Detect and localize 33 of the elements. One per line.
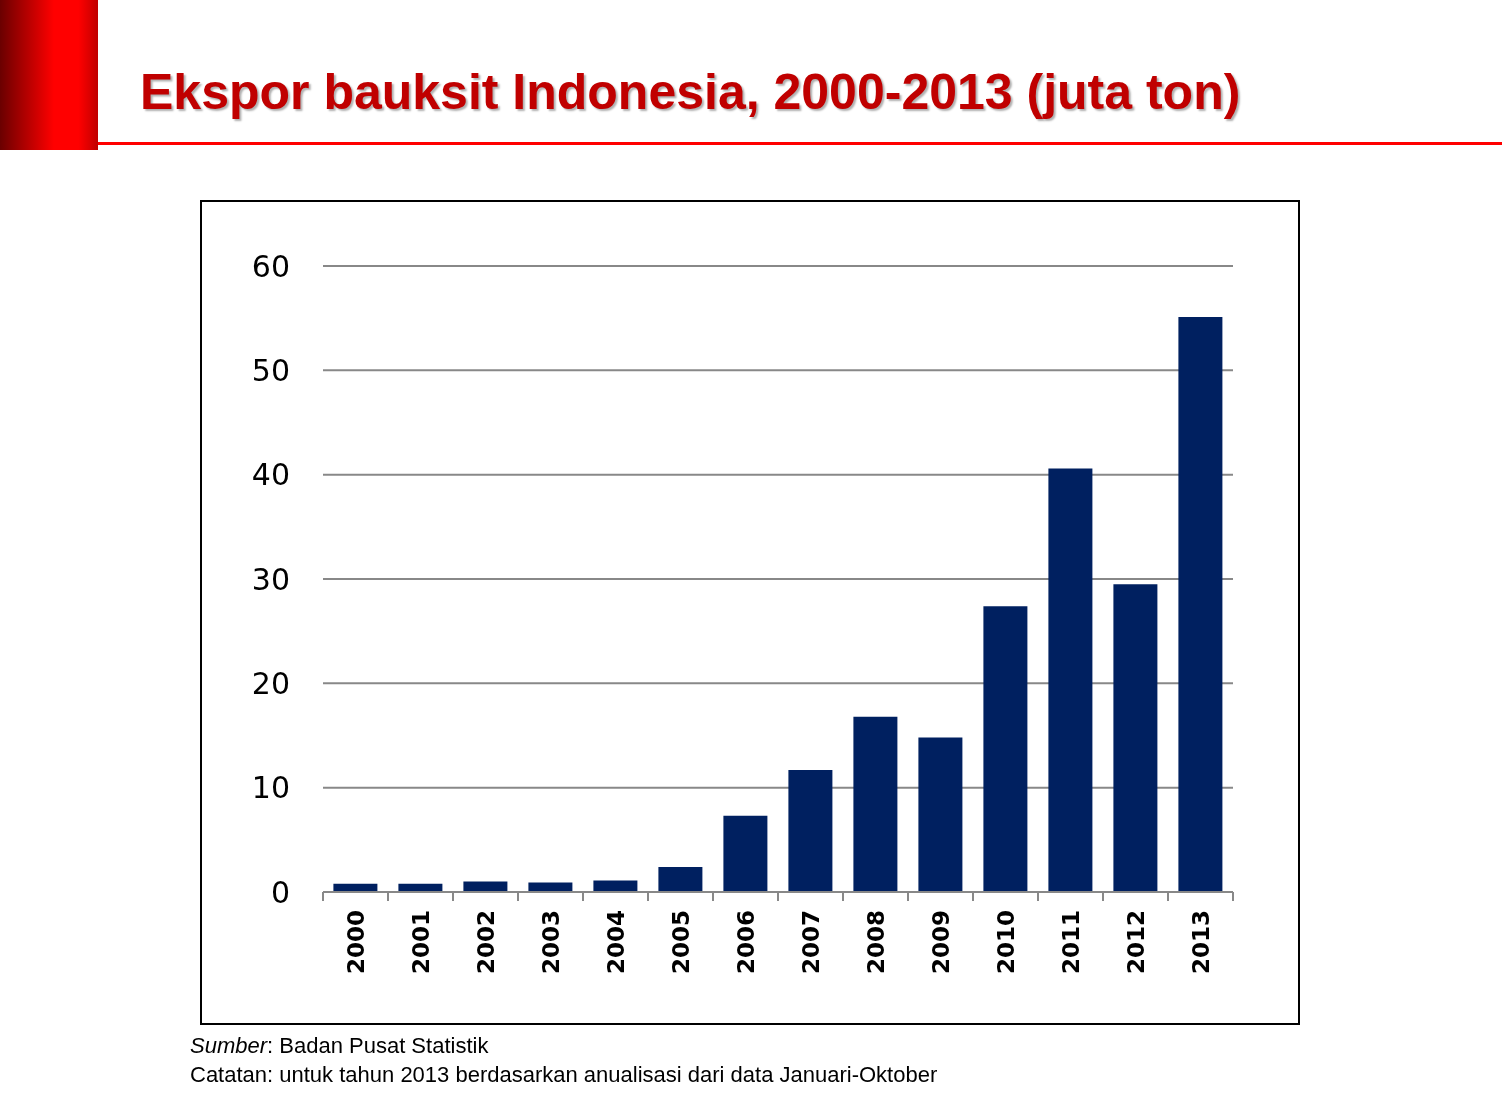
y-tick-label: 40: [251, 457, 290, 493]
x-tick-label: 2008: [862, 910, 889, 975]
bar: [918, 737, 963, 892]
bar: [983, 606, 1028, 892]
text: Sumber: Badan Pusat Statistik: [190, 1033, 489, 1058]
y-tick-label: 60: [251, 248, 290, 284]
x-tick-label: 2007: [797, 910, 824, 975]
x-tick-label: 2009: [927, 910, 954, 975]
bar: [788, 769, 833, 892]
x-tick-label: 2013: [1187, 910, 1214, 975]
x-tick-label: 2002: [472, 910, 499, 975]
bar: [853, 716, 898, 892]
x-tick-label: 2001: [407, 910, 434, 975]
bar: [1048, 468, 1093, 892]
bar: [1178, 317, 1223, 892]
chart-title: Ekspor bauksit Indonesia, 2000-2013 (juta ton): [140, 63, 1242, 122]
x-tick-label: 2010: [992, 910, 1019, 975]
x-tick-label: 2012: [1122, 910, 1149, 975]
y-tick-label: 30: [251, 561, 290, 597]
x-tick-label: 2004: [602, 910, 629, 975]
y-tick-label: 0: [270, 874, 290, 910]
y-tick-label: 20: [251, 665, 290, 701]
bar: [1113, 584, 1158, 892]
x-tick-label: 2005: [667, 910, 694, 975]
x-tick-label: 2011: [1057, 910, 1084, 975]
x-tick-label: 2006: [732, 910, 759, 975]
y-tick-label: 50: [251, 352, 290, 388]
text: Catatan: untuk tahun 2013 berdasarkan anualisasi dari data Januari-Oktober: [190, 1061, 939, 1089]
x-tick-label: 2003: [537, 910, 564, 975]
y-tick-label: 10: [251, 770, 290, 806]
bar: [658, 866, 703, 892]
x-tick-label: 2000: [342, 910, 369, 975]
bar: [723, 815, 768, 892]
